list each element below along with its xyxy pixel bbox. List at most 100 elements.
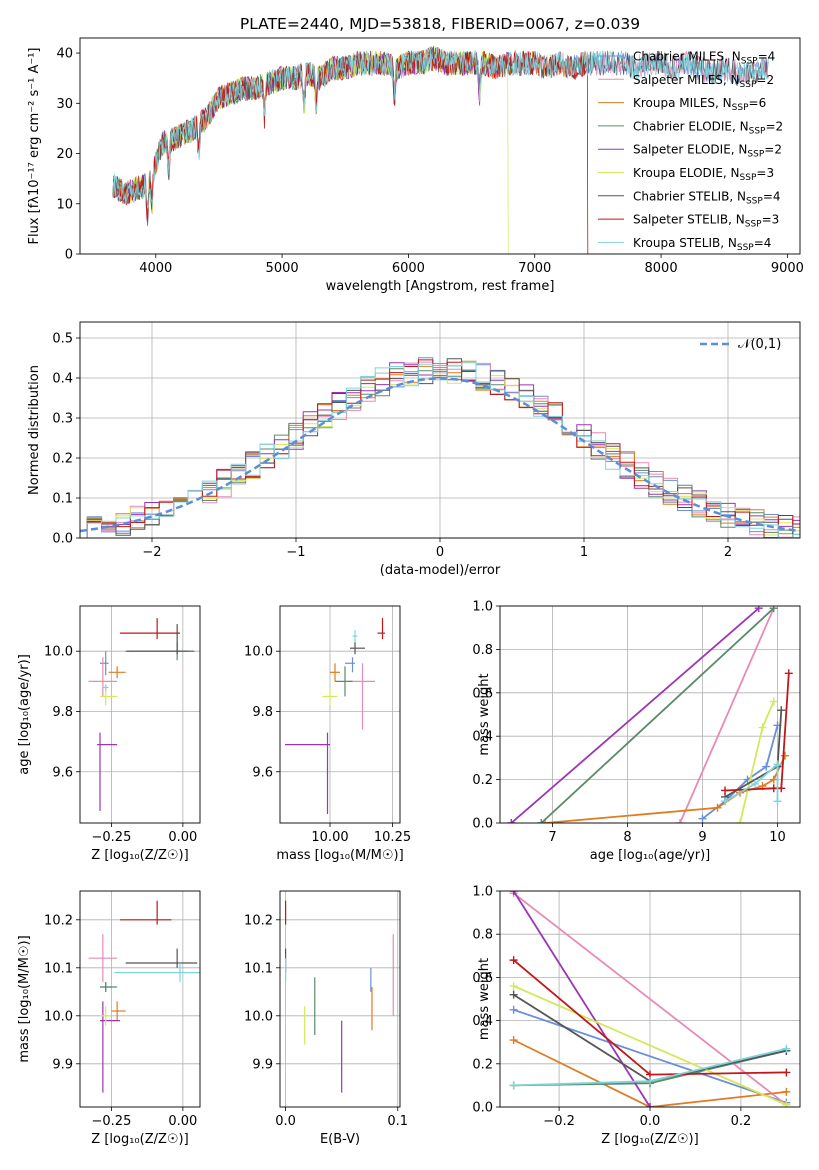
x-tick-label: −0.25 (92, 830, 132, 845)
legend-entry: Chabrier ELODIE, NSSP=2 (633, 119, 783, 136)
weight-marker (781, 751, 789, 760)
axes-frame (499, 890, 801, 1108)
weight-marker (762, 762, 771, 771)
weight-marker (782, 1100, 791, 1107)
x-tick-label: 6000 (392, 261, 425, 276)
x-tick-label: 0.0 (275, 1114, 296, 1129)
x-tick-label: 7 (548, 830, 556, 845)
legend: Chabrier MILES, NSSP=4 Salpeter MILES, NS… (598, 50, 783, 253)
normal-curve (80, 377, 800, 533)
y-tick-label: 0.4 (52, 372, 73, 387)
legend-subscript: SSP (740, 80, 757, 90)
weight-marker (773, 760, 782, 769)
x-axis-label: Z [log₁₀(Z/Z☉)] (601, 1132, 698, 1147)
y-axis-label: Flux [fλ10⁻¹⁷ erg cm⁻² s⁻¹ A⁻¹] (27, 48, 42, 245)
y-tick-label: 9.6 (252, 765, 273, 780)
y-axis-label: mass weight (477, 673, 492, 755)
legend-value: =3 (756, 166, 774, 180)
weight-marker (509, 982, 518, 991)
weight-line (513, 1008, 787, 1104)
y-axis-label: mass [log₁₀(M/M☉)] (17, 935, 32, 1062)
y-tick-label: 10 (56, 197, 73, 212)
x-tick-label: 9 (698, 830, 706, 845)
y-tick-label: 0.4 (472, 1014, 493, 1029)
x-tick-label: 0 (436, 545, 444, 560)
weight-marker (773, 797, 782, 806)
panel-weight-vs-age: 7 8 9 10 0.0 0.2 0.4 0.6 0.8 1.0 age [log₁₀(age/yr… (472, 600, 801, 863)
spectrum-line (112, 45, 589, 254)
weight-line (739, 701, 775, 823)
panel-spectrum: 4000 5000 6000 7000 8000 9000 0 10 20 30 40 wavelen… (27, 37, 804, 294)
weight-marker (646, 1077, 654, 1086)
weight-marker (509, 956, 518, 965)
y-tick-label: 0.2 (472, 773, 493, 788)
weight-line (513, 1039, 787, 1107)
histogram-step (80, 362, 800, 538)
x-tick-label: −2 (142, 545, 161, 560)
legend-value: =2 (765, 119, 783, 133)
weight-marker (754, 606, 763, 613)
weight-marker (721, 786, 729, 795)
y-tick-label: 10.0 (44, 645, 73, 660)
legend-value: =2 (756, 73, 774, 87)
x-tick-label: 5000 (266, 261, 299, 276)
axes-frame (79, 605, 201, 824)
y-tick-label: 0.5 (52, 332, 73, 347)
x-axis-label: Z [log₁₀(Z/Z☉)] (91, 1132, 188, 1147)
y-tick-label: 10.2 (244, 913, 273, 928)
weight-marker (509, 1005, 518, 1014)
y-tick-label: 10.0 (44, 1009, 73, 1024)
legend-value: =2 (764, 143, 782, 157)
x-tick-label: −0.2 (543, 1114, 575, 1129)
y-axis-label: Normed distribution (27, 365, 42, 495)
plot-area (88, 618, 195, 811)
y-tick-label: 9.9 (52, 1057, 73, 1072)
y-tick-label: 30 (56, 97, 73, 112)
y-tick-label: 0.2 (52, 452, 73, 467)
panel-residuals: −2 −1 0 1 2 0.0 0.1 0.2 0.3 0.4 0.5 (data-model)/er… (27, 321, 801, 578)
y-tick-label: 0.8 (472, 643, 493, 658)
x-tick-label: −1 (286, 545, 305, 560)
x-tick-label: 0.1 (387, 1114, 408, 1129)
x-tick-label: 10.25 (374, 830, 411, 845)
legend-entry: Salpeter MILES, NSSP=2 (633, 73, 774, 90)
weight-marker (751, 779, 759, 788)
y-tick-label: 1.0 (472, 600, 493, 615)
y-tick-label: 0.0 (472, 1101, 493, 1116)
y-tick-label: 0.8 (472, 928, 493, 943)
spectrum-line (112, 46, 509, 254)
y-tick-label: 9.8 (252, 705, 273, 720)
x-tick-label: 10 (769, 830, 786, 845)
y-tick-label: 10.2 (44, 913, 73, 928)
spectrum-line (112, 47, 589, 254)
y-tick-label: 10.0 (244, 645, 273, 660)
y-tick-label: 0.6 (472, 971, 493, 986)
legend-value: =6 (749, 96, 767, 110)
y-tick-label: 20 (56, 147, 73, 162)
legend-entry: Chabrier MILES, NSSP=4 (633, 50, 775, 67)
x-axis-label: Z [log₁₀(Z/Z☉)] (91, 848, 188, 863)
axes-frame (279, 605, 401, 824)
weight-marker (507, 819, 516, 823)
weight-line (512, 891, 651, 1107)
weight-line (701, 725, 779, 820)
x-axis-label: E(B-V) (320, 1132, 360, 1147)
x-axis-label: (data-model)/error (380, 563, 501, 578)
y-tick-label: 9.8 (52, 705, 73, 720)
y-tick-label: 40 (56, 47, 73, 62)
x-tick-label: 7000 (518, 261, 551, 276)
weight-marker (713, 803, 722, 812)
x-tick-label: 8000 (645, 261, 678, 276)
weight-line (513, 892, 787, 1106)
weight-marker (509, 891, 518, 895)
weight-marker (782, 1044, 791, 1053)
weight-line (540, 607, 775, 823)
legend-entry: 𝒩(0,1) (738, 337, 781, 352)
weight-line (679, 607, 775, 823)
axes-frame (79, 890, 201, 1108)
x-tick-label: 0.2 (731, 1114, 752, 1129)
y-tick-label: 0.1 (52, 492, 73, 507)
x-tick-label: 2 (724, 545, 732, 560)
legend-subscript: SSP (747, 150, 764, 160)
